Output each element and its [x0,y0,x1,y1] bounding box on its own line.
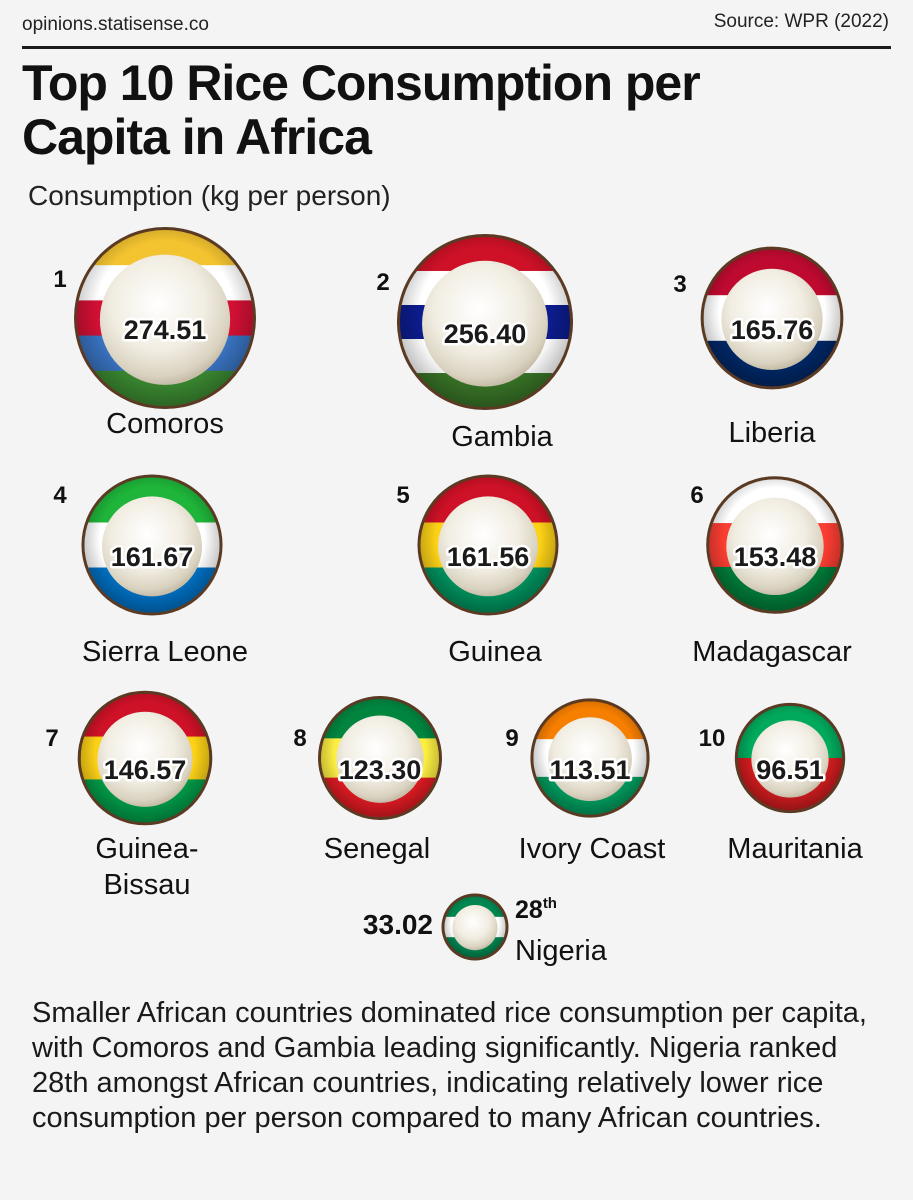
rank-suffix: th [543,895,557,912]
value-label: 146.57 [104,755,187,785]
source-label: Source: WPR (2022) [713,11,889,32]
rice-mound [452,905,498,951]
rice-mound [102,496,202,597]
rank-label: 5 [396,482,409,509]
country-label: Mauritania [727,833,863,865]
bubble-comoros [74,227,256,409]
value-label: 113.51 [549,755,630,785]
rice-mound [422,260,548,387]
value-label: 123.30 [339,755,422,785]
rank-label: 2 [376,269,389,296]
rank-label: 6 [690,482,703,509]
bubble-madagascar [706,476,844,614]
rice-mound [721,268,823,370]
value-label: 165.76 [731,315,814,345]
country-label: Liberia [728,417,816,449]
chart-title: Top 10 Rice Consumption per Capita in Af… [22,55,701,165]
value-label: 96.51 [756,755,824,785]
value-label: 153.48 [734,542,817,572]
value-label: 161.56 [447,542,530,572]
rank-label: 3 [673,271,686,298]
bubble-ivory-coast [530,698,650,818]
top-bar: opinions.statisense.co Source: WPR (2022… [22,0,891,49]
rice-mound [548,717,632,802]
country-label: Guinea- [95,833,198,865]
rank-label: 10 [699,725,726,752]
country-label: Gambia [451,421,553,453]
bubble-liberia [700,246,844,390]
value-label: 33.02 [363,909,433,940]
rice-mound [438,496,538,597]
rank-label: 1 [53,266,66,293]
bubble-senegal [318,696,442,820]
country-label: Nigeria [515,935,608,967]
rice-mound [99,254,231,385]
country-label: Sierra Leone [82,636,248,668]
rice-mound [726,497,824,596]
value-label: 274.51 [124,315,207,345]
rank-label: 28th [515,895,557,924]
bubble-guinea-bissau [77,690,213,826]
footer-text: Smaller African countries dominated rice… [32,997,867,1134]
rice-mound [751,720,829,798]
bubble-gambia [396,233,574,411]
country-label: Comoros [106,408,224,440]
value-label: 256.40 [444,319,527,349]
chart-subtitle: Consumption (kg per person) [28,180,391,211]
country-label: Madagascar [692,636,852,668]
rice-mound [97,711,193,807]
country-label: Bissau [103,869,190,901]
bubble-mauritania [734,702,846,814]
rank-label: 9 [505,725,518,752]
site-name: opinions.statisense.co [22,14,209,35]
country-label: Senegal [324,833,430,865]
country-label: Ivory Coast [519,833,666,865]
bubble-nigeria [441,893,509,961]
country-label: Guinea [448,636,542,668]
rank-label: 4 [53,482,67,509]
value-label: 161.67 [111,542,194,572]
bubble-sierra-leone [81,474,223,616]
rank-label: 8 [293,725,306,752]
rice-mound [336,715,424,803]
rank-label: 7 [45,725,58,752]
